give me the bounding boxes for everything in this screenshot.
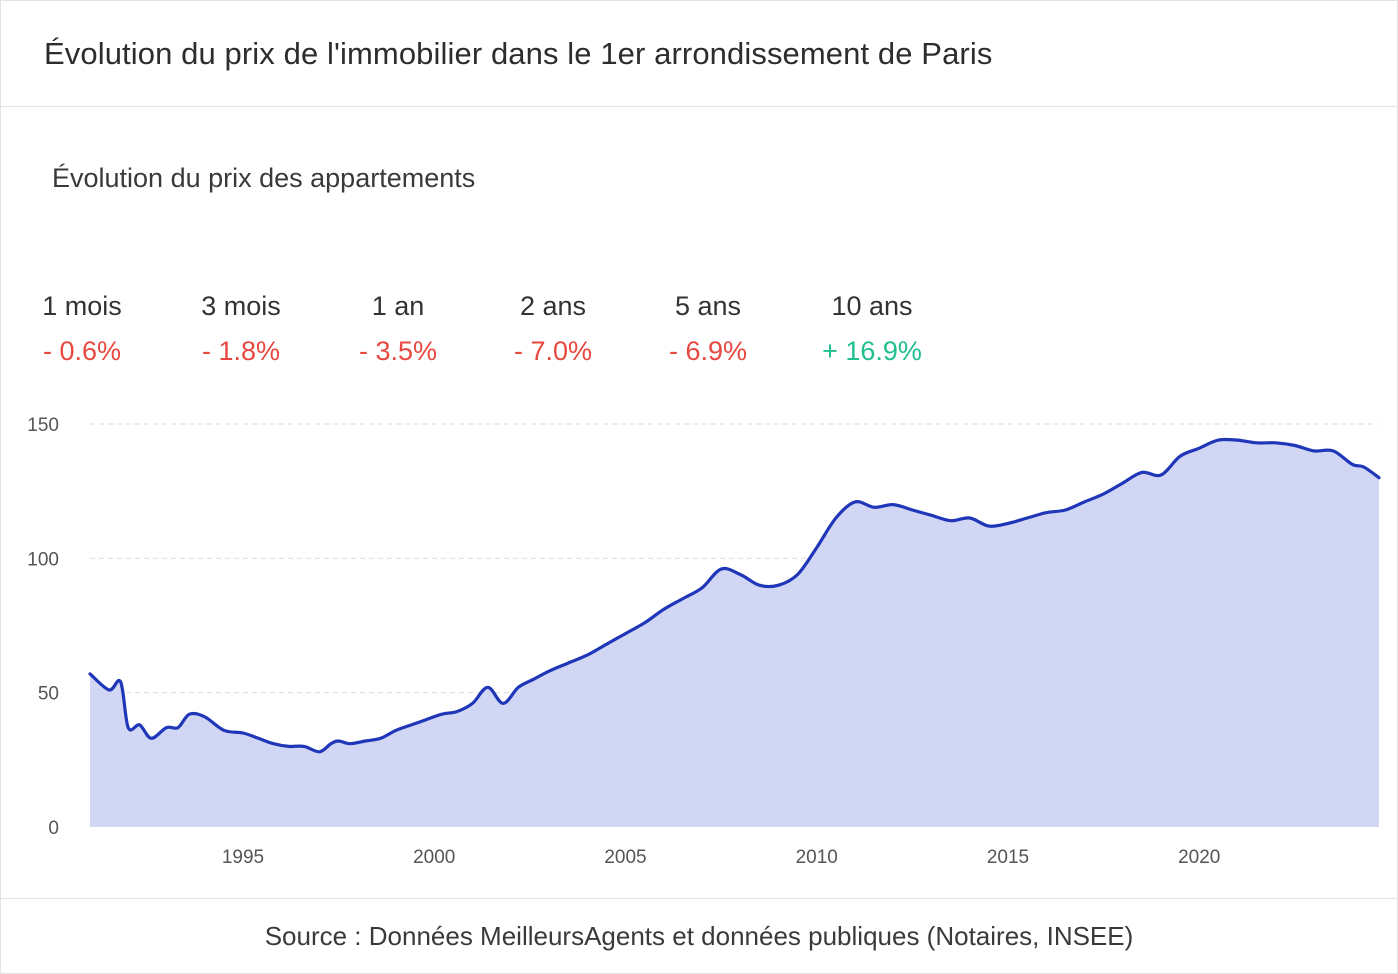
source-footer: Source : Données MeilleursAgents et donn…: [1, 898, 1397, 974]
stat-change: - 3.5%: [358, 336, 438, 366]
source-text: Source : Données MeilleursAgents et donn…: [264, 921, 1134, 951]
stat-5-years: 5 ans - 6.9%: [669, 289, 747, 368]
y-tick-label: 0: [48, 818, 59, 839]
x-tick-label: 2020: [1178, 847, 1220, 868]
x-axis: 1995 2000 2005 2010 2015 2020: [222, 847, 1221, 868]
stat-change: - 0.6%: [42, 336, 122, 366]
price-series-line: [88, 437, 1381, 754]
stat-period: 5 ans: [674, 291, 742, 321]
stat-change: - 1.8%: [201, 336, 281, 366]
stat-2-years: 2 ans - 7.0%: [514, 289, 592, 368]
page-title: Évolution du prix de l'immobilier dans l…: [44, 35, 993, 71]
stat-3-months: 3 mois - 1.8%: [201, 289, 281, 368]
stat-1-year: 1 an - 3.5%: [359, 289, 437, 368]
y-tick-label: 100: [27, 549, 59, 570]
stat-1-month: 1 mois - 0.6%: [42, 289, 122, 368]
price-area-fill: [90, 439, 1379, 827]
stat-period: 3 mois: [201, 291, 281, 321]
x-tick-label: 2000: [413, 847, 455, 868]
stat-period: 1 mois: [42, 291, 122, 321]
stat-change: - 6.9%: [668, 336, 748, 366]
x-tick-label: 2010: [796, 847, 838, 868]
stat-change: + 16.9%: [822, 336, 922, 366]
stat-period: 1 an: [371, 291, 425, 321]
y-axis: 0 50 100 150: [27, 415, 59, 839]
stat-period: 10 ans: [831, 291, 913, 321]
stat-change: - 7.0%: [513, 336, 593, 366]
price-area-chart: 0 50 100 150 1995 2000 2005 2010 2015 2020: [27, 415, 1381, 868]
stat-period: 2 ans: [519, 291, 587, 321]
area-layer: [88, 437, 1381, 827]
price-change-stats: 1 mois - 0.6% 3 mois - 1.8% 1 an - 3.5% …: [1, 289, 1001, 379]
y-tick-label: 150: [27, 415, 59, 436]
chart-subtitle: Évolution du prix des appartements: [52, 163, 476, 193]
x-tick-label: 2015: [987, 847, 1029, 868]
card-header: Évolution du prix de l'immobilier dans l…: [1, 1, 1397, 107]
y-tick-label: 50: [38, 684, 59, 705]
x-tick-label: 1995: [222, 847, 264, 868]
stat-10-years: 10 ans + 16.9%: [822, 289, 922, 368]
x-tick-label: 2005: [604, 847, 646, 868]
